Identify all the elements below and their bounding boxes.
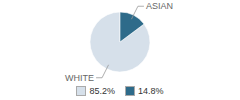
svg-text:ASIAN: ASIAN	[146, 1, 173, 11]
svg-text:WHITE: WHITE	[65, 73, 94, 83]
html-text:14.8%: 14.8%	[138, 86, 164, 96]
html-text:85.2%: 85.2%	[89, 86, 115, 96]
